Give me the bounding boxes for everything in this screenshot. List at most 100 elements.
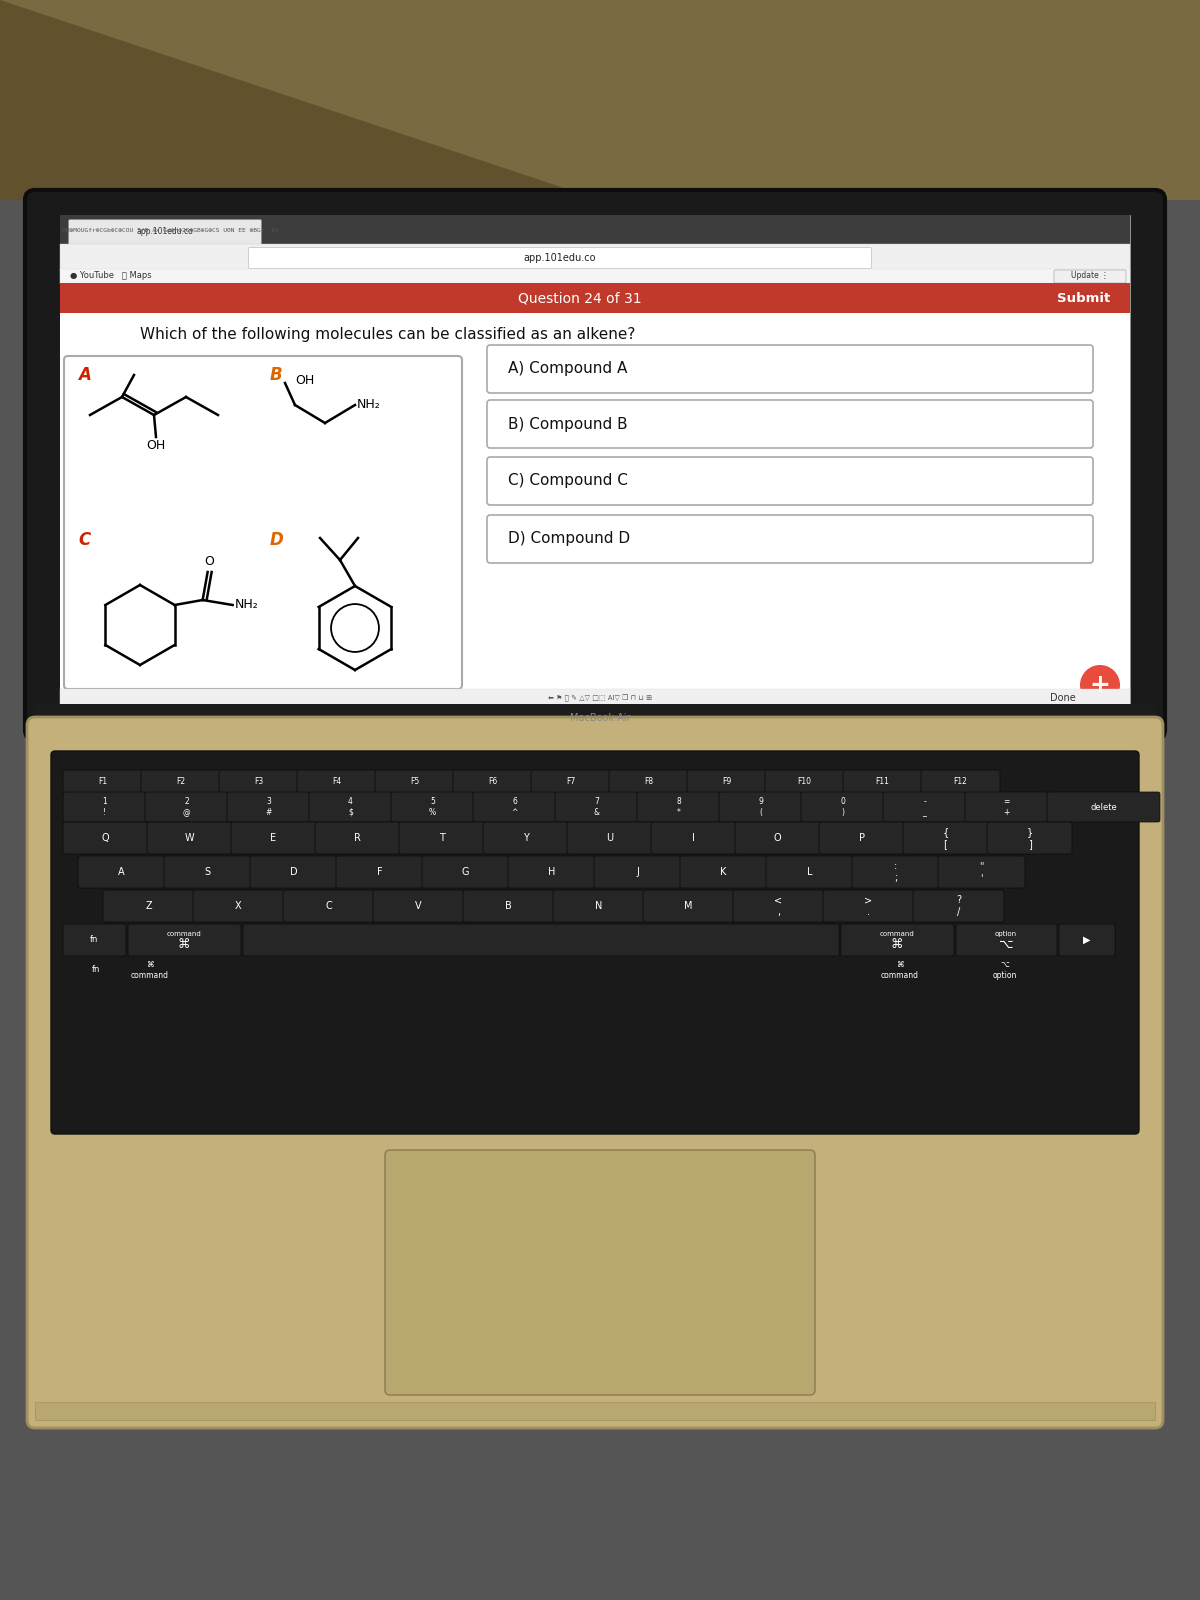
Text: command: command (167, 931, 202, 938)
FancyBboxPatch shape (78, 856, 166, 888)
Text: A: A (78, 366, 91, 384)
Text: app.101edu.co: app.101edu.co (523, 253, 596, 262)
Text: F9: F9 (722, 778, 731, 787)
FancyBboxPatch shape (128, 925, 241, 955)
Bar (35, 704, 1154, 730)
Text: V: V (415, 901, 422, 910)
Text: 7
&: 7 & (594, 797, 600, 816)
FancyBboxPatch shape (248, 248, 871, 269)
FancyBboxPatch shape (68, 219, 262, 245)
FancyBboxPatch shape (965, 792, 1048, 822)
Text: Update ⋮: Update ⋮ (1072, 272, 1109, 280)
FancyBboxPatch shape (227, 792, 310, 822)
Text: Question 24 of 31: Question 24 of 31 (518, 291, 642, 306)
Text: Y: Y (522, 834, 528, 843)
FancyBboxPatch shape (220, 770, 298, 794)
FancyBboxPatch shape (733, 890, 824, 922)
Text: ⌘
command: ⌘ command (131, 960, 169, 979)
FancyBboxPatch shape (686, 770, 766, 794)
Text: F3: F3 (254, 778, 263, 787)
FancyBboxPatch shape (314, 822, 400, 854)
Text: Done: Done (1050, 693, 1075, 702)
Text: >
.: > . (864, 896, 872, 917)
Text: ?
/: ? / (956, 896, 961, 917)
Text: MacBook Air: MacBook Air (570, 714, 630, 723)
Text: =
+: = + (1003, 797, 1009, 816)
FancyBboxPatch shape (193, 890, 284, 922)
FancyBboxPatch shape (148, 822, 232, 854)
FancyBboxPatch shape (680, 856, 767, 888)
Text: F5: F5 (410, 778, 419, 787)
Text: X: X (235, 901, 242, 910)
Text: ⬅ ⚑ 🔒 ✎ △▽ □⬚ Al▽ ❒ ⊓ ⊔ ⊞: ⬅ ⚑ 🔒 ✎ △▽ □⬚ Al▽ ❒ ⊓ ⊔ ⊞ (548, 694, 652, 702)
Text: app.101edu.co: app.101edu.co (137, 227, 193, 237)
Text: ⌘
command: ⌘ command (881, 960, 919, 979)
Circle shape (1080, 666, 1120, 706)
Text: -
_: - _ (923, 797, 926, 816)
Bar (60, 243, 1130, 270)
FancyBboxPatch shape (802, 792, 884, 822)
Text: B: B (505, 901, 512, 910)
FancyBboxPatch shape (283, 890, 374, 922)
Text: F7: F7 (566, 778, 575, 787)
Text: E: E (270, 834, 276, 843)
Text: 9
(: 9 ( (758, 797, 763, 816)
FancyBboxPatch shape (336, 856, 424, 888)
Bar (60, 314, 1130, 706)
FancyBboxPatch shape (385, 1150, 815, 1395)
FancyBboxPatch shape (842, 770, 922, 794)
Text: F1: F1 (98, 778, 107, 787)
FancyBboxPatch shape (250, 856, 337, 888)
Text: I: I (692, 834, 695, 843)
FancyBboxPatch shape (164, 856, 251, 888)
Text: OH: OH (295, 374, 314, 387)
Text: P: P (858, 834, 864, 843)
Text: 2
@: 2 @ (182, 797, 191, 816)
Text: F: F (377, 867, 383, 877)
FancyBboxPatch shape (508, 856, 595, 888)
Text: Z: Z (145, 901, 152, 910)
Text: O: O (774, 834, 781, 843)
Text: delete: delete (1090, 803, 1117, 811)
Text: F11: F11 (876, 778, 889, 787)
Text: T: T (438, 834, 444, 843)
FancyBboxPatch shape (913, 890, 1004, 922)
Text: }
]: } ] (1026, 827, 1033, 848)
FancyBboxPatch shape (938, 856, 1025, 888)
Text: 5
%: 5 % (428, 797, 436, 816)
Bar (35, 1402, 1154, 1421)
FancyBboxPatch shape (956, 925, 1057, 955)
FancyBboxPatch shape (64, 357, 462, 690)
FancyBboxPatch shape (766, 770, 844, 794)
FancyBboxPatch shape (230, 822, 316, 854)
FancyBboxPatch shape (823, 890, 914, 922)
Text: C) Compound C: C) Compound C (508, 474, 628, 488)
FancyBboxPatch shape (142, 770, 220, 794)
Text: Q: Q (102, 834, 109, 843)
FancyBboxPatch shape (922, 770, 1000, 794)
Bar (60, 269, 1130, 285)
Text: W: W (185, 834, 194, 843)
Text: O: O (205, 555, 215, 568)
FancyBboxPatch shape (841, 925, 954, 955)
Text: B: B (270, 366, 283, 384)
FancyBboxPatch shape (373, 890, 464, 922)
Text: N: N (595, 901, 602, 910)
Text: ⌥
option: ⌥ option (992, 960, 1018, 979)
FancyBboxPatch shape (637, 792, 720, 822)
Text: L: L (806, 867, 812, 877)
FancyBboxPatch shape (310, 792, 392, 822)
FancyBboxPatch shape (568, 822, 652, 854)
Text: {
[: { [ (942, 827, 949, 848)
FancyBboxPatch shape (1046, 792, 1160, 822)
FancyBboxPatch shape (610, 770, 688, 794)
Text: NH₂: NH₂ (358, 398, 380, 411)
FancyBboxPatch shape (242, 925, 839, 955)
FancyBboxPatch shape (530, 770, 610, 794)
Text: command: command (880, 931, 914, 938)
Text: 8
*: 8 * (676, 797, 680, 816)
FancyBboxPatch shape (482, 822, 568, 854)
FancyBboxPatch shape (298, 770, 376, 794)
Text: 0
): 0 ) (840, 797, 845, 816)
Text: 4
$: 4 $ (348, 797, 353, 816)
